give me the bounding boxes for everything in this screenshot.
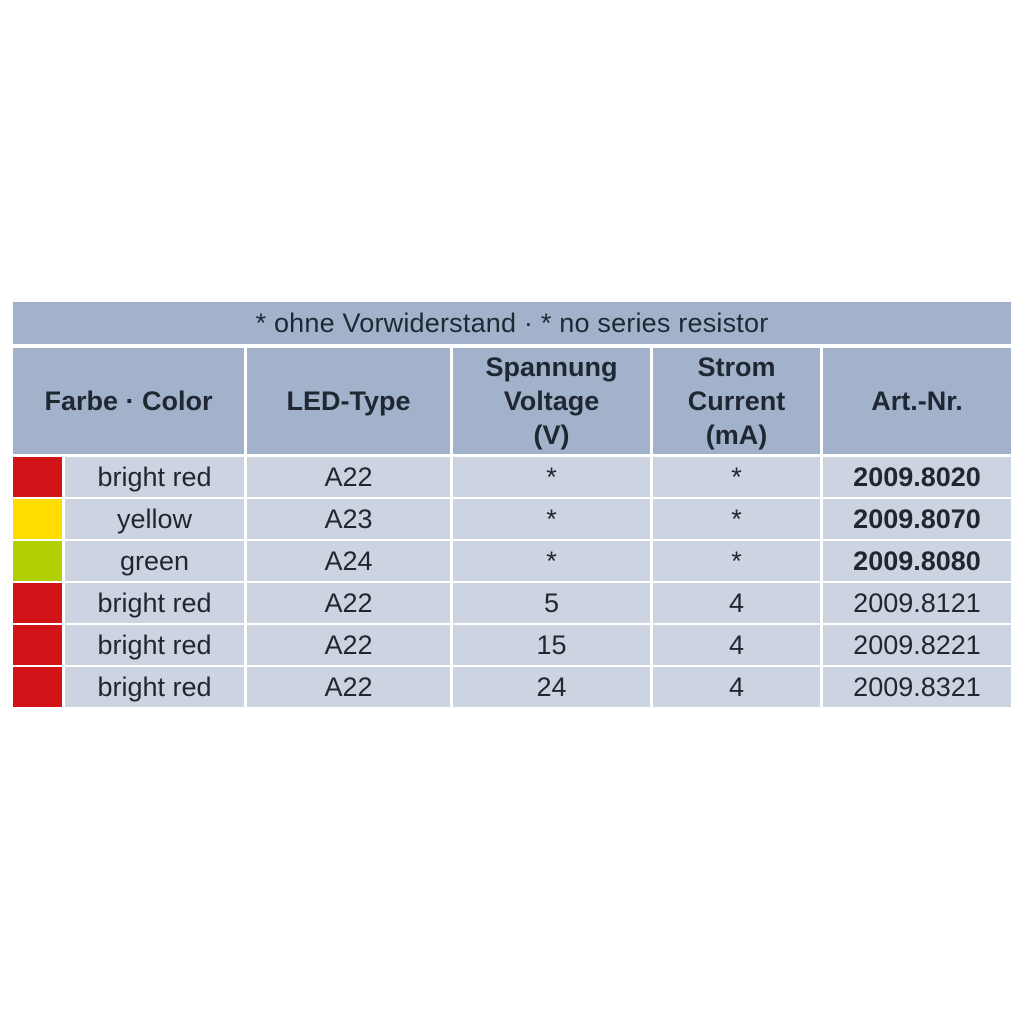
art-nr-cell: 2009.8080 xyxy=(823,541,1011,581)
current-cell: * xyxy=(653,499,820,539)
led-type-cell: A24 xyxy=(247,541,450,581)
table-row: yellow A23 * * 2009.8070 xyxy=(13,499,1011,539)
column-header-strom-current: Strom Current (mA) xyxy=(653,348,820,454)
art-nr-cell: 2009.8221 xyxy=(823,625,1011,665)
red-swatch xyxy=(13,667,62,707)
led-type-cell: A23 xyxy=(247,499,450,539)
voltage-cell: * xyxy=(453,541,650,581)
art-nr-cell: 2009.8321 xyxy=(823,667,1011,707)
table-row: bright red A22 * * 2009.8020 xyxy=(13,457,1011,497)
current-cell: 4 xyxy=(653,583,820,623)
voltage-cell: * xyxy=(453,457,650,497)
current-cell: 4 xyxy=(653,625,820,665)
led-product-table: * ohne Vorwiderstand · * no series resis… xyxy=(13,302,1011,709)
column-header-art-nr: Art.-Nr. xyxy=(823,348,1011,454)
voltage-cell: * xyxy=(453,499,650,539)
voltage-cell: 5 xyxy=(453,583,650,623)
current-cell: 4 xyxy=(653,667,820,707)
color-name-cell: yellow xyxy=(65,499,244,539)
red-swatch xyxy=(13,457,62,497)
voltage-cell: 15 xyxy=(453,625,650,665)
color-name-cell: bright red xyxy=(65,625,244,665)
art-nr-cell: 2009.8121 xyxy=(823,583,1011,623)
yellow-swatch xyxy=(13,499,62,539)
red-swatch xyxy=(13,583,62,623)
led-type-cell: A22 xyxy=(247,667,450,707)
color-name-cell: green xyxy=(65,541,244,581)
led-type-cell: A22 xyxy=(247,625,450,665)
table-row: bright red A22 24 4 2009.8321 xyxy=(13,667,1011,707)
led-type-cell: A22 xyxy=(247,583,450,623)
column-header-farbe-color: Farbe · Color xyxy=(13,348,244,454)
red-swatch xyxy=(13,625,62,665)
current-cell: * xyxy=(653,457,820,497)
column-header-led-type: LED-Type xyxy=(247,348,450,454)
voltage-cell: 24 xyxy=(453,667,650,707)
current-cell: * xyxy=(653,541,820,581)
art-nr-cell: 2009.8020 xyxy=(823,457,1011,497)
table-row: bright red A22 15 4 2009.8221 xyxy=(13,625,1011,665)
color-name-cell: bright red xyxy=(65,667,244,707)
table-header-row: Farbe · Color LED-Type Spannung Voltage … xyxy=(13,348,1011,454)
color-name-cell: bright red xyxy=(65,583,244,623)
art-nr-cell: 2009.8070 xyxy=(823,499,1011,539)
table-title: * ohne Vorwiderstand · * no series resis… xyxy=(13,302,1011,344)
table-row: bright red A22 5 4 2009.8121 xyxy=(13,583,1011,623)
column-header-spannung-voltage: Spannung Voltage (V) xyxy=(453,348,650,454)
led-type-cell: A22 xyxy=(247,457,450,497)
table-row: green A24 * * 2009.8080 xyxy=(13,541,1011,581)
color-name-cell: bright red xyxy=(65,457,244,497)
green-swatch xyxy=(13,541,62,581)
